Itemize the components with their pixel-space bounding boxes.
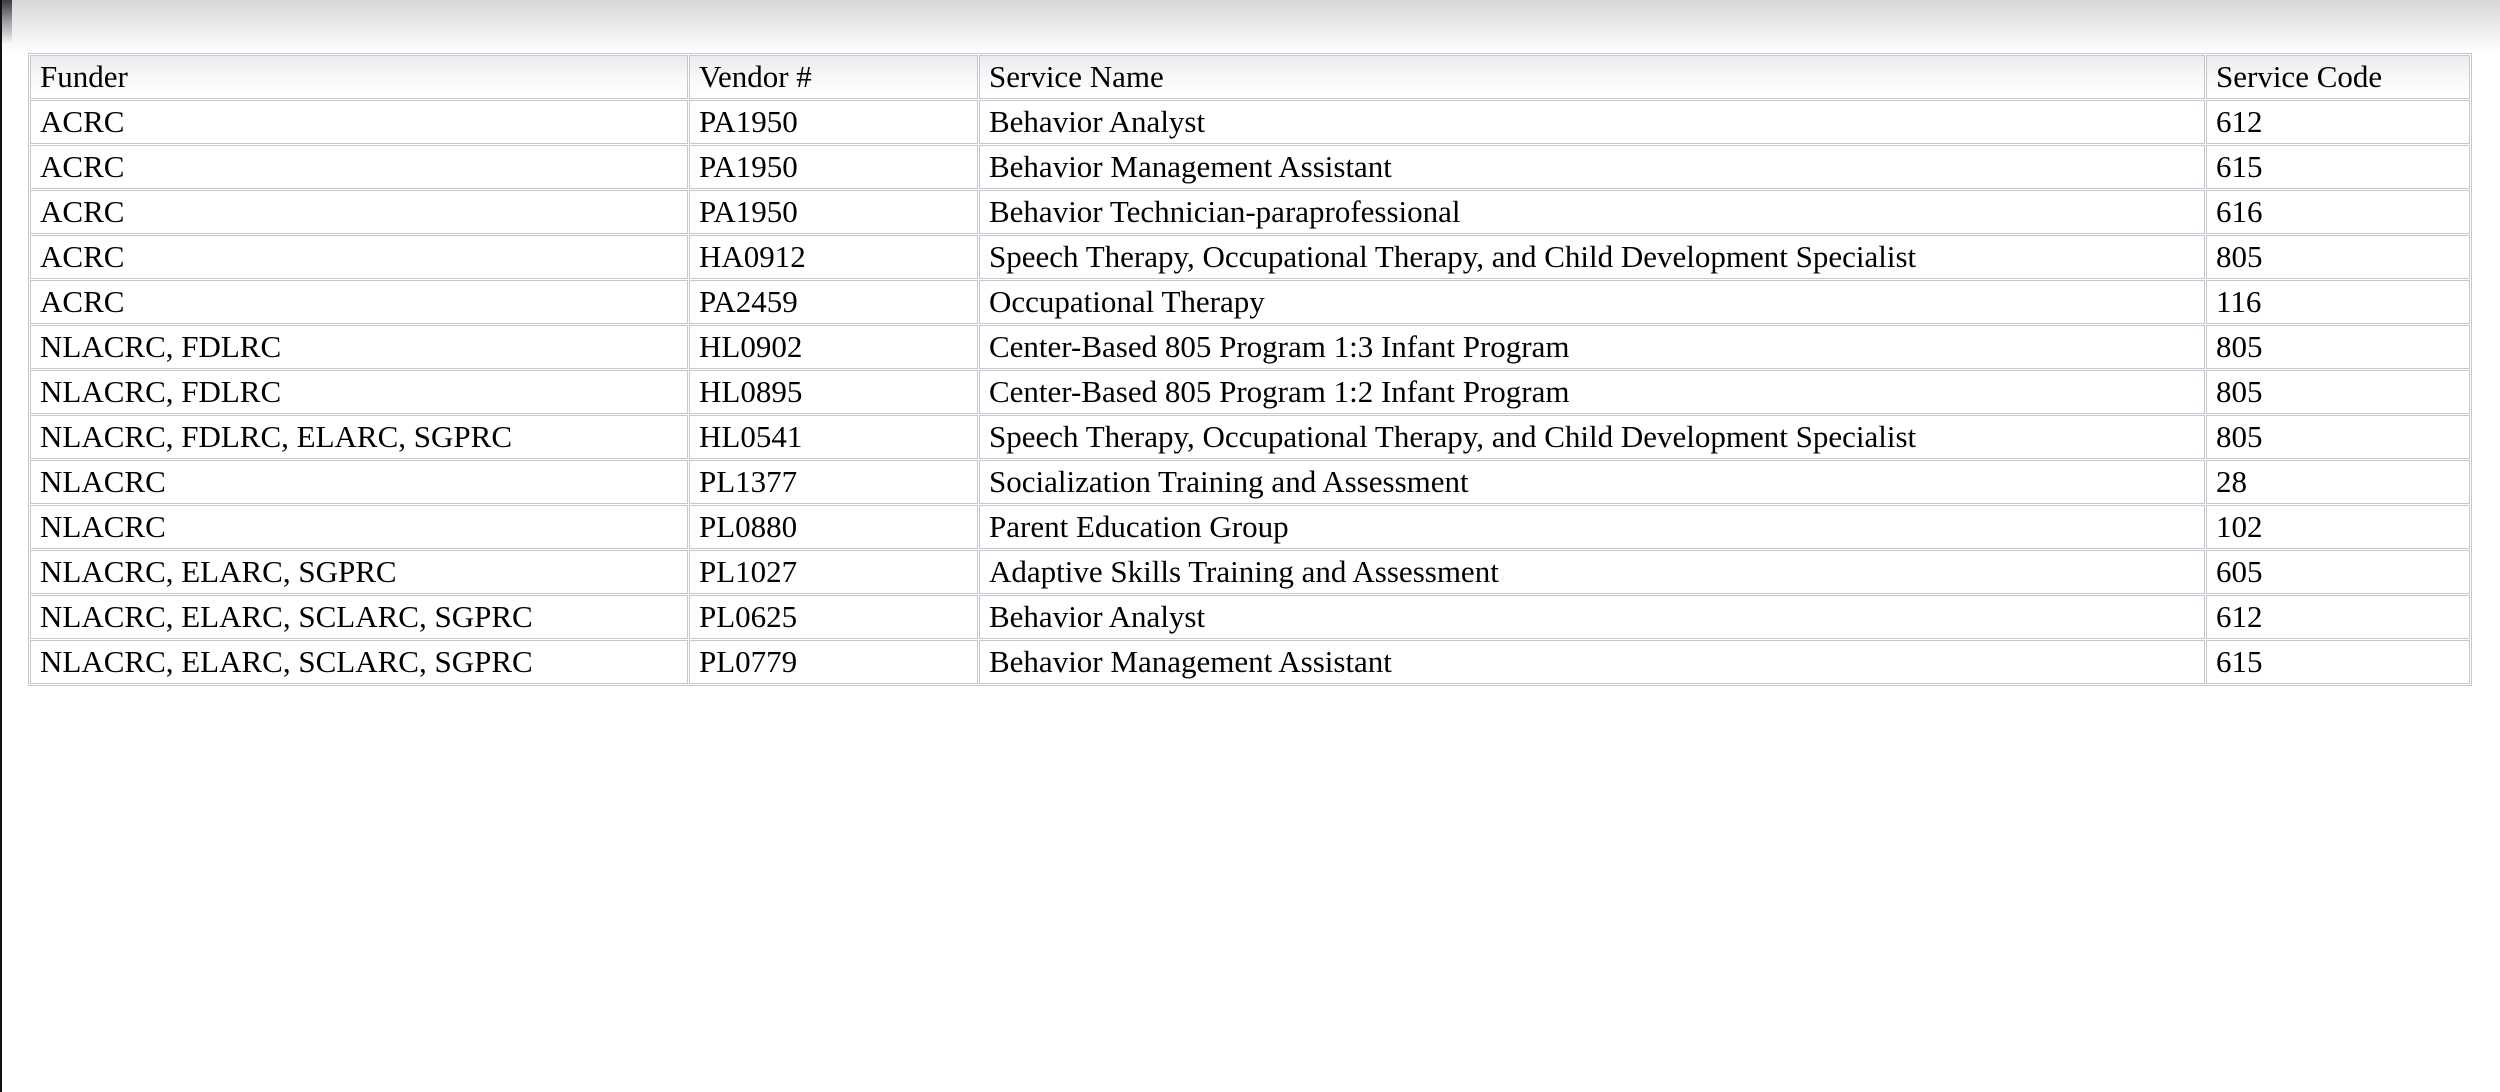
- cell-service-name: Center-Based 805 Program 1:2 Infant Prog…: [979, 370, 2205, 414]
- cell-service-name: Behavior Analyst: [979, 595, 2205, 639]
- left-edge-line: [0, 0, 2, 1092]
- cell-service-code: 805: [2206, 370, 2470, 414]
- cell-vendor: PA1950: [689, 190, 978, 234]
- top-edge-gradient: [0, 0, 2500, 54]
- table-row: NLACRC, ELARC, SCLARC, SGPRC PL0779 Behavi…: [30, 640, 2470, 684]
- cell-vendor: HL0895: [689, 370, 978, 414]
- table-row: NLACRC PL0880 Parent Education Group 102: [30, 505, 2470, 549]
- cell-service-code: 616: [2206, 190, 2470, 234]
- cell-service-code: 605: [2206, 550, 2470, 594]
- cell-service-code: 612: [2206, 595, 2470, 639]
- cell-service-name: Behavior Management Assistant: [979, 640, 2205, 684]
- cell-service-name: Occupational Therapy: [979, 280, 2205, 324]
- cell-vendor: HA0912: [689, 235, 978, 279]
- cell-service-name: Behavior Analyst: [979, 100, 2205, 144]
- cell-service-name: Behavior Technician-paraprofessional: [979, 190, 2205, 234]
- cell-service-name: Parent Education Group: [979, 505, 2205, 549]
- cell-funder: NLACRC, FDLRC, ELARC, SGPRC: [30, 415, 688, 459]
- cell-service-name: Center-Based 805 Program 1:3 Infant Prog…: [979, 325, 2205, 369]
- column-header-funder: Funder: [30, 55, 688, 99]
- cell-funder: ACRC: [30, 280, 688, 324]
- cell-vendor: PA1950: [689, 100, 978, 144]
- table-row: NLACRC PL1377 Socialization Training and A…: [30, 460, 2470, 504]
- cell-funder: ACRC: [30, 145, 688, 189]
- table-row: ACRC HA0912 Speech Therapy, Occupational T…: [30, 235, 2470, 279]
- cell-service-code: 28: [2206, 460, 2470, 504]
- table-row: NLACRC, FDLRC HL0895 Center-Based 805 Prog…: [30, 370, 2470, 414]
- cell-service-code: 102: [2206, 505, 2470, 549]
- cell-funder: NLACRC, FDLRC: [30, 325, 688, 369]
- cell-vendor: PL1377: [689, 460, 978, 504]
- cell-service-name: Behavior Management Assistant: [979, 145, 2205, 189]
- table-body: ACRC PA1950 Behavior Analyst 612 ACRC PA1950 B…: [30, 100, 2470, 684]
- cell-funder: NLACRC, ELARC, SCLARC, SGPRC: [30, 595, 688, 639]
- cell-vendor: PA2459: [689, 280, 978, 324]
- cell-funder: NLACRC: [30, 505, 688, 549]
- table-row: ACRC PA1950 Behavior Technician-paraprofes…: [30, 190, 2470, 234]
- cell-vendor: PL0625: [689, 595, 978, 639]
- cell-service-code: 805: [2206, 235, 2470, 279]
- cell-service-code: 805: [2206, 415, 2470, 459]
- column-header-vendor-number: Vendor #: [689, 55, 978, 99]
- table-header-row: Funder Vendor # Service Name Service Cod…: [30, 55, 2470, 99]
- cell-service-code: 612: [2206, 100, 2470, 144]
- cell-vendor: HL0541: [689, 415, 978, 459]
- cell-service-name: Speech Therapy, Occupational Therapy, an…: [979, 235, 2205, 279]
- cell-funder: NLACRC, ELARC, SGPRC: [30, 550, 688, 594]
- cell-service-code: 615: [2206, 145, 2470, 189]
- cell-funder: ACRC: [30, 100, 688, 144]
- cell-service-code: 615: [2206, 640, 2470, 684]
- cell-vendor: PL0880: [689, 505, 978, 549]
- column-header-service-code: Service Code: [2206, 55, 2470, 99]
- table-row: NLACRC, ELARC, SGPRC PL1027 Adaptive Skill…: [30, 550, 2470, 594]
- table-row: ACRC PA1950 Behavior Management Assistant 6…: [30, 145, 2470, 189]
- column-header-service-name: Service Name: [979, 55, 2205, 99]
- table-row: NLACRC, ELARC, SCLARC, SGPRC PL0625 Behavi…: [30, 595, 2470, 639]
- table-row: NLACRC, FDLRC HL0902 Center-Based 805 Prog…: [30, 325, 2470, 369]
- cell-vendor: PL0779: [689, 640, 978, 684]
- cell-funder: NLACRC, ELARC, SCLARC, SGPRC: [30, 640, 688, 684]
- cell-funder: ACRC: [30, 235, 688, 279]
- cell-service-name: Speech Therapy, Occupational Therapy, an…: [979, 415, 2205, 459]
- services-table: Funder Vendor # Service Name Service Cod…: [28, 53, 2472, 686]
- cell-funder: ACRC: [30, 190, 688, 234]
- cell-service-code: 805: [2206, 325, 2470, 369]
- cell-service-code: 116: [2206, 280, 2470, 324]
- left-corner-shadow: [2, 0, 12, 44]
- cell-vendor: PA1950: [689, 145, 978, 189]
- table-row: ACRC PA1950 Behavior Analyst 612: [30, 100, 2470, 144]
- cell-vendor: PL1027: [689, 550, 978, 594]
- cell-funder: NLACRC: [30, 460, 688, 504]
- cell-vendor: HL0902: [689, 325, 978, 369]
- cell-service-name: Adaptive Skills Training and Assessment: [979, 550, 2205, 594]
- table-row: ACRC PA2459 Occupational Therapy 116: [30, 280, 2470, 324]
- table-row: NLACRC, FDLRC, ELARC, SGPRC HL0541 Speech …: [30, 415, 2470, 459]
- cell-service-name: Socialization Training and Assessment: [979, 460, 2205, 504]
- cell-funder: NLACRC, FDLRC: [30, 370, 688, 414]
